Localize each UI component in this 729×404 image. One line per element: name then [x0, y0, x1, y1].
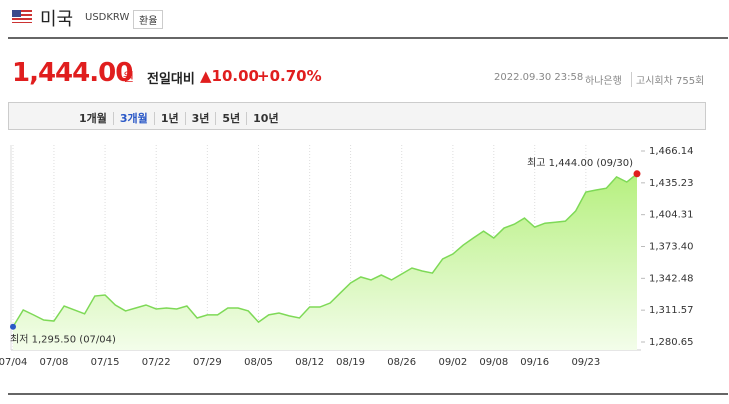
x-tick-label: 09/23 — [571, 357, 600, 368]
x-tick-label: 07/08 — [40, 357, 69, 368]
unit: 원 — [123, 70, 135, 84]
area — [13, 173, 637, 350]
change-label: 전일대비 — [147, 72, 195, 87]
x-tick-label: 08/19 — [336, 357, 365, 368]
code: USDKRW — [85, 12, 130, 23]
x-tick-label: 08/26 — [387, 357, 416, 368]
x-tick-label: 08/12 — [295, 357, 324, 368]
line — [12, 173, 638, 328]
flag — [12, 10, 32, 23]
country: 미국 — [40, 9, 74, 30]
change: ▲10.00 — [200, 67, 259, 85]
datetime: 2022.09.30 23:58 — [494, 72, 584, 83]
y-tick-label: 1,311.57 — [649, 305, 694, 316]
y-tick-label: 1,435.23 — [649, 178, 694, 189]
period-tab[interactable]: 3년 — [184, 112, 216, 125]
low-point — [10, 323, 16, 330]
y-tick-label: 1,280.65 — [649, 337, 694, 348]
tab-bar: 1개월 3개월 1년 3년 5년 10년 — [8, 102, 706, 130]
high-label: 최고 1,444.00 (09/30) — [527, 157, 633, 169]
bank: 하나은행 — [585, 76, 622, 87]
divider — [8, 37, 728, 39]
chart: 07/04 07/08 07/15 07/22 07/29 08/05 08/12 08/19… — [0, 145, 694, 368]
rate-button[interactable]: 환율 — [133, 10, 164, 29]
low-label: 최저 1,295.50 (07/04) — [10, 334, 116, 346]
x-tick-label: 08/05 — [244, 357, 273, 368]
y-tick-label: 1,466.14 — [649, 146, 694, 157]
divider — [8, 393, 728, 395]
period-tab[interactable]: 5년 — [215, 112, 247, 125]
y-tick-label: 1,404.31 — [649, 210, 694, 221]
x-tick-label: 07/29 — [193, 357, 222, 368]
x-tick-label: 09/16 — [520, 357, 549, 368]
period-tab[interactable]: 3개월 — [112, 112, 154, 125]
x-tick-label: 09/08 — [479, 357, 508, 368]
price: 1,444.00 — [12, 58, 133, 88]
change-pct: +0.70% — [257, 67, 322, 85]
y-tick-label: 1,342.48 — [649, 273, 694, 284]
period-tab[interactable]: 1개월 — [79, 112, 107, 125]
x-tick-label: 07/04 — [0, 357, 27, 368]
high-point — [633, 170, 641, 178]
round: 고시회차 755회 — [631, 72, 704, 87]
period-tab[interactable]: 10년 — [246, 112, 285, 125]
y-tick-label: 1,373.40 — [649, 241, 694, 252]
period-tab[interactable]: 1년 — [153, 112, 185, 125]
x-tick-label: 07/22 — [142, 357, 171, 368]
x-tick-label: 07/15 — [91, 357, 120, 368]
x-tick-label: 09/02 — [438, 357, 467, 368]
